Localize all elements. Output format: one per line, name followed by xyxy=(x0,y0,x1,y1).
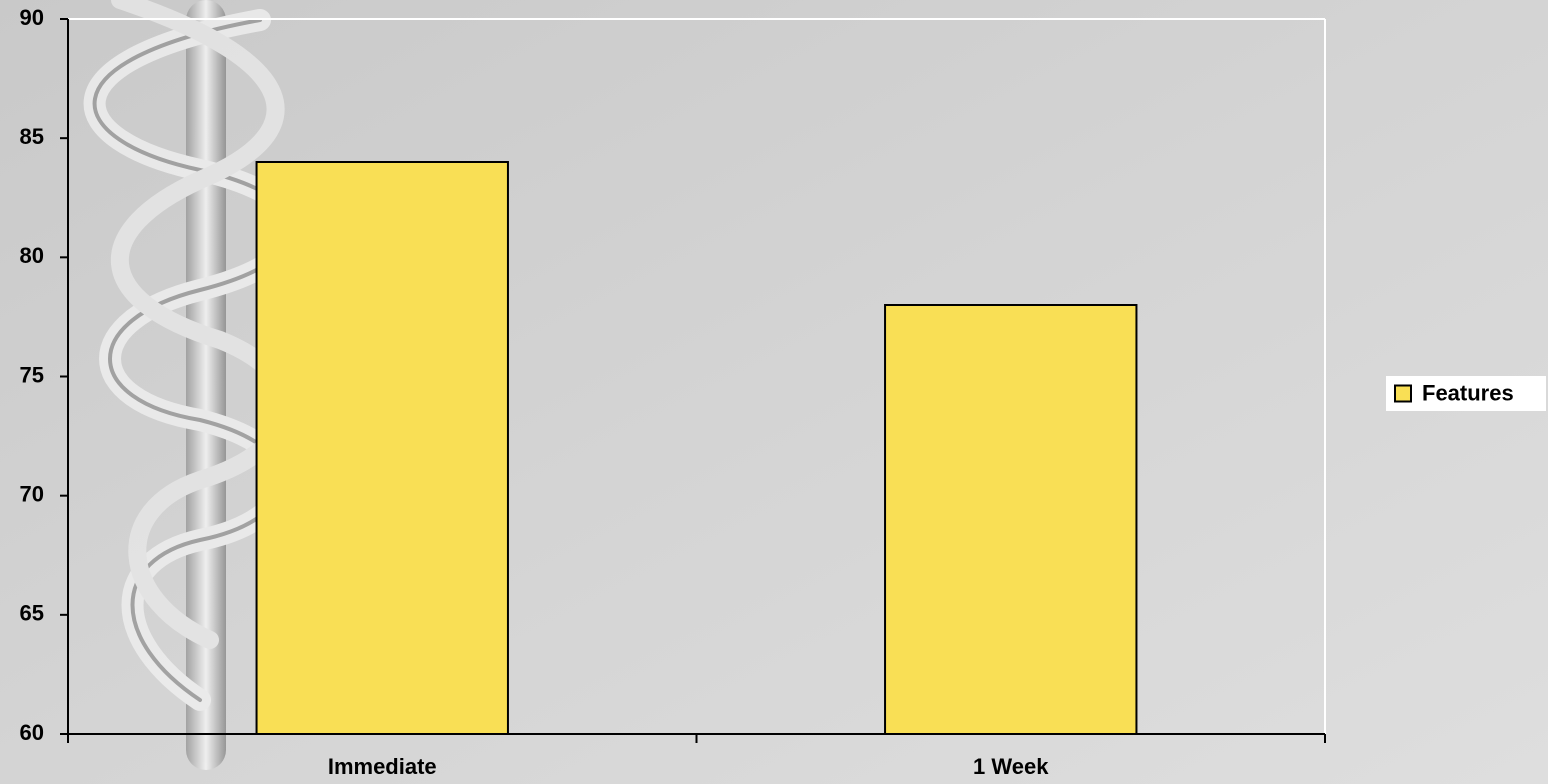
y-tick-label: 85 xyxy=(20,124,44,149)
x-tick-label: Immediate xyxy=(328,754,437,779)
y-tick-label: 70 xyxy=(20,481,44,506)
x-tick-label: 1 Week xyxy=(973,754,1049,779)
y-tick-label: 65 xyxy=(20,601,44,626)
bar xyxy=(255,161,509,735)
y-tick-label: 80 xyxy=(20,243,44,268)
legend-box xyxy=(1386,376,1546,411)
bar xyxy=(884,304,1138,735)
legend-swatch xyxy=(1394,384,1412,403)
y-tick-label: 90 xyxy=(20,5,44,30)
y-tick-label: 75 xyxy=(20,362,44,387)
caduceus-decoration xyxy=(83,0,305,770)
legend-label: Features xyxy=(1422,380,1514,405)
y-tick-label: 60 xyxy=(20,720,44,745)
